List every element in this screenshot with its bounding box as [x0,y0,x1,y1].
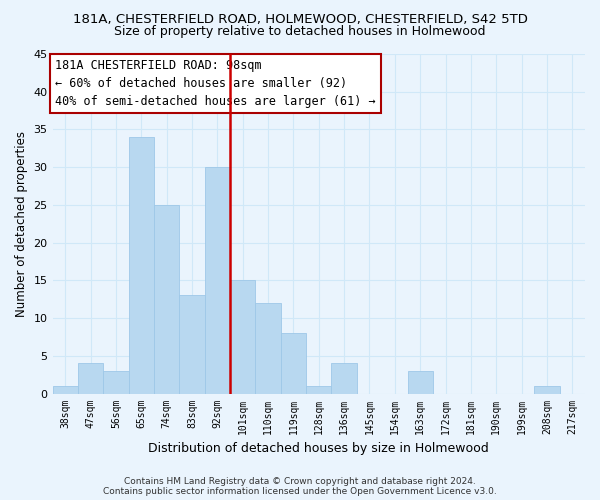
Bar [78,364,103,394]
Bar [128,137,154,394]
Text: Size of property relative to detached houses in Holmewood: Size of property relative to detached ho… [114,25,486,38]
Bar [281,333,306,394]
Bar [407,371,433,394]
Bar [256,303,281,394]
Bar [53,386,78,394]
Bar [154,205,179,394]
Y-axis label: Number of detached properties: Number of detached properties [15,131,28,317]
Bar [179,296,205,394]
X-axis label: Distribution of detached houses by size in Holmewood: Distribution of detached houses by size … [148,442,489,455]
Text: 181A CHESTERFIELD ROAD: 98sqm
← 60% of detached houses are smaller (92)
40% of s: 181A CHESTERFIELD ROAD: 98sqm ← 60% of d… [55,59,376,108]
Bar [306,386,331,394]
Bar [103,371,128,394]
Bar [205,167,230,394]
Bar [230,280,256,394]
Bar [331,364,357,394]
Bar [534,386,560,394]
Text: 181A, CHESTERFIELD ROAD, HOLMEWOOD, CHESTERFIELD, S42 5TD: 181A, CHESTERFIELD ROAD, HOLMEWOOD, CHES… [73,12,527,26]
Text: Contains HM Land Registry data © Crown copyright and database right 2024.
Contai: Contains HM Land Registry data © Crown c… [103,476,497,496]
